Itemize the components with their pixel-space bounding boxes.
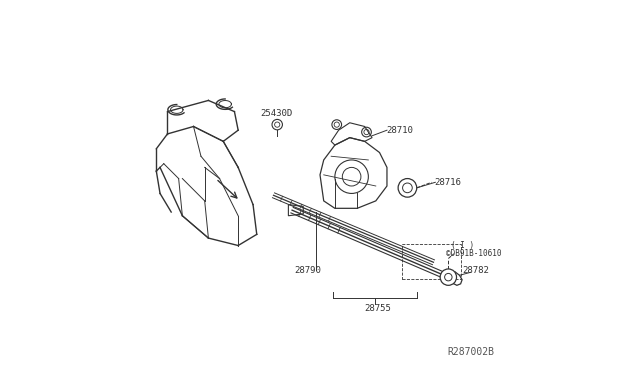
Text: 28710: 28710: [386, 126, 413, 135]
Circle shape: [445, 273, 452, 281]
Circle shape: [398, 179, 417, 197]
Text: 28782: 28782: [462, 266, 489, 275]
Circle shape: [275, 122, 280, 127]
Text: 28716: 28716: [435, 178, 461, 187]
Text: ( I ): ( I ): [451, 241, 474, 250]
Circle shape: [403, 183, 412, 193]
Text: 28790: 28790: [294, 266, 321, 275]
Text: 25430D: 25430D: [260, 109, 292, 118]
Circle shape: [440, 269, 456, 285]
Text: R287002B: R287002B: [448, 347, 495, 357]
Circle shape: [272, 119, 282, 130]
Text: ©DB91B-10610: ©DB91B-10610: [447, 249, 502, 258]
Bar: [402, 244, 461, 279]
Text: 28755: 28755: [365, 304, 392, 312]
